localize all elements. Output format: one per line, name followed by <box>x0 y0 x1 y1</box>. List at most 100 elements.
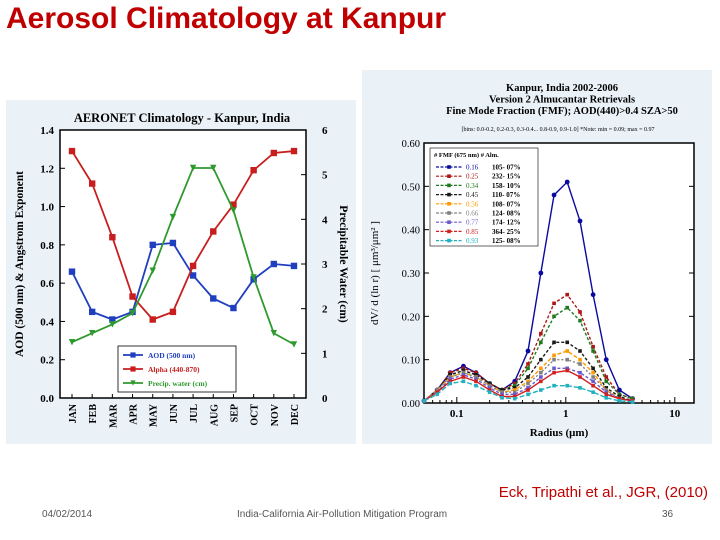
data-point <box>422 399 426 403</box>
y2-tick-label: 4 <box>322 214 328 226</box>
legend-count: 232- 15% <box>492 173 521 181</box>
data-point <box>448 375 453 379</box>
data-point <box>474 377 478 381</box>
legend-count: 158- 10% <box>492 182 521 190</box>
y-tick-label: 0.30 <box>402 269 420 280</box>
legend-label: 0.85 <box>466 228 479 236</box>
data-point <box>512 381 517 386</box>
data-point <box>552 301 556 306</box>
legend-count: 364- 25% <box>492 228 521 236</box>
data-point <box>564 179 570 185</box>
data-point <box>250 167 257 174</box>
legend-count: 125- 08% <box>492 237 521 245</box>
data-point <box>577 218 583 224</box>
data-point <box>526 362 530 366</box>
data-point <box>565 340 570 345</box>
legend-marker <box>447 192 451 197</box>
data-point <box>210 295 217 302</box>
data-point <box>604 375 609 379</box>
legend-count: 174- 12% <box>492 219 521 227</box>
legend-count: 124- 08% <box>492 210 521 218</box>
data-point <box>149 241 156 249</box>
y-tick-label: 0.20 <box>402 312 420 323</box>
data-point <box>149 316 156 323</box>
data-point <box>109 321 116 328</box>
x-tick-label: APR <box>129 403 140 424</box>
data-point <box>500 392 504 397</box>
x-tick-label: FEB <box>88 404 99 424</box>
data-point <box>578 375 582 379</box>
y2-axis-label: Precipitable Water (cm) <box>337 205 349 323</box>
y-tick-label: 1.4 <box>40 125 54 137</box>
data-point <box>565 368 570 373</box>
data-point <box>512 394 517 399</box>
data-point <box>539 370 543 375</box>
y2-tick-label: 1 <box>322 348 328 360</box>
data-point <box>630 396 635 401</box>
legend-marker <box>447 183 451 188</box>
x-tick-label: JUN <box>169 403 180 423</box>
data-point <box>526 386 530 390</box>
y2-tick-label: 3 <box>322 259 328 271</box>
data-point <box>591 370 595 375</box>
data-point <box>210 164 217 172</box>
series-line-0 <box>71 241 295 321</box>
x-tick-label: DEC <box>290 404 301 425</box>
y-tick-label: 0.4 <box>40 316 54 328</box>
data-point <box>129 293 136 300</box>
data-point <box>88 330 96 337</box>
data-point <box>487 390 492 394</box>
legend-marker <box>447 220 451 224</box>
x-tick-label: 10 <box>669 408 681 420</box>
data-point <box>578 370 582 375</box>
data-point <box>565 366 570 371</box>
data-point <box>487 383 492 388</box>
data-point <box>526 375 530 379</box>
data-point <box>149 267 156 274</box>
data-point <box>461 370 466 375</box>
data-point <box>591 344 595 349</box>
data-point <box>169 239 177 247</box>
chart-subtitle: [bins: 0.0-0.2, 0.2-0.3, 0.3-0.4... 0.8-… <box>461 127 654 133</box>
x-tick-label: 1 <box>563 408 569 420</box>
x-tick-label: SEP <box>229 404 240 422</box>
data-point <box>68 147 76 155</box>
data-point <box>539 340 543 345</box>
legend-label: 0.93 <box>466 237 479 245</box>
data-point <box>591 375 595 379</box>
legend-header: # FMF (675 nm) # Alm. <box>434 152 499 159</box>
legend-label: AOD (500 nm) <box>148 351 196 360</box>
chart-title: AERONET Climatology - Kanpur, India <box>74 111 291 125</box>
y-tick-label: 0.6 <box>40 278 54 290</box>
data-point <box>109 234 116 241</box>
data-point <box>617 396 622 401</box>
data-point <box>578 362 582 366</box>
data-point <box>526 392 530 397</box>
legend-label: 0.77 <box>466 219 479 227</box>
data-point <box>448 373 453 377</box>
data-point <box>617 399 622 403</box>
data-point <box>539 366 543 371</box>
x-tick-label: OCT <box>250 404 261 426</box>
data-point <box>526 379 530 384</box>
data-point <box>617 392 622 397</box>
data-point <box>474 379 478 384</box>
y-tick-label: 0.50 <box>402 182 420 193</box>
y2-tick-label: 5 <box>322 170 328 182</box>
y-axis: 0.00 0.10 0.20 0.30 0.40 0.50 0.60 <box>402 139 694 410</box>
x-axis: JAN FEB MAR APR MAY JUN JUL AUG SEP OCT NOV DEC <box>68 394 301 428</box>
citation: Eck, Tripathi et al., JGR, (2010) <box>498 484 708 501</box>
chart-title-line: Version 2 Almucantar Retrievals <box>489 95 635 106</box>
data-point <box>551 192 557 198</box>
y-tick-label: 1.0 <box>40 202 54 214</box>
y-axis-label: AOD (500 nm) & Angstrom Exponent <box>14 171 26 357</box>
data-point <box>474 375 478 379</box>
data-point <box>189 164 197 172</box>
legend-count: 110- 07% <box>492 191 520 199</box>
data-point <box>487 386 492 390</box>
data-point <box>565 383 570 388</box>
legend-count: 108- 07% <box>492 200 521 208</box>
data-point <box>591 366 595 371</box>
chart-title-line: Kanpur, India 2002-2006 <box>506 83 618 94</box>
data-point <box>448 381 453 386</box>
